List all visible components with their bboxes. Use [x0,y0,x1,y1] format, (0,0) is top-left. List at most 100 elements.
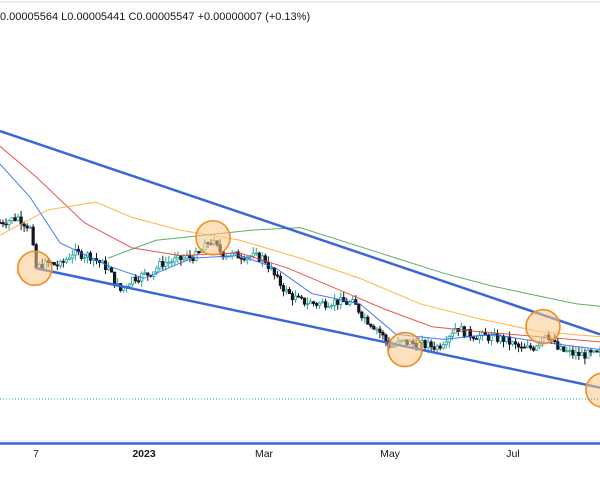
x-tick-label: 7 [33,448,39,460]
channel-lower-line [35,267,600,389]
candle-body [79,251,84,259]
candle-body [345,301,349,305]
candle-body [471,336,475,339]
candle-body [260,255,264,262]
candle-body [327,306,331,309]
candle-body [589,349,593,353]
candle-body [577,351,581,356]
candle-body [372,325,376,330]
candle-body [155,267,159,273]
candle-body [489,334,494,341]
candle-body [25,225,29,229]
candle-body [474,338,478,340]
x-tick-label: Mar [255,448,274,460]
candle-body [293,295,298,301]
candle-body [495,333,500,342]
candle-body [423,340,427,348]
candle-body [342,297,346,303]
candle-body [302,297,307,305]
candle-body [354,299,358,305]
candle-body [281,285,286,292]
candle-body [55,264,59,267]
candle-body [194,251,198,261]
candle-body [131,276,135,285]
candle-body [236,251,240,259]
candle-body [559,346,563,350]
candle-body [251,252,255,257]
candle-body [366,316,370,325]
candle-body [438,345,442,349]
candle-body [272,267,276,276]
candle-body [556,341,560,350]
candle-body [375,328,379,331]
x-tick-label: May [380,448,401,460]
candle-body [357,304,361,313]
candle-body [70,254,74,259]
candle-body [523,346,527,349]
highlight-circle-1 [16,250,53,287]
candle-body [58,260,62,267]
candle-body [164,261,168,267]
candle-body [284,289,289,292]
candle-body [299,296,304,299]
candle-body [529,345,533,349]
candle-body [420,340,424,343]
candle-body [308,301,313,305]
trend-channel[interactable] [0,129,600,445]
candle-body [10,217,14,222]
candle-body [167,261,171,264]
candle-body [290,293,295,301]
touch-highlights[interactable] [16,219,600,408]
candle-body [333,299,337,306]
candle-body [275,274,279,277]
candle-body [19,216,23,225]
candle-body [254,252,258,255]
candle-body [565,350,569,353]
moving-average-line-ma-fast [0,163,600,350]
candle-body [278,275,283,286]
candle-body [574,351,578,356]
candle-body [22,223,26,227]
moving-average-line-ma-slow [0,201,600,338]
highlight-circle-3 [387,331,423,368]
candle-body [16,216,20,222]
candle-body [239,257,243,260]
candle-body [501,335,506,342]
candle-body [13,217,17,222]
candle-body [257,252,261,262]
candle-body [441,344,445,349]
candle-body [1,222,5,225]
candle-body [435,345,439,350]
candle-body [450,332,454,337]
candle-body [242,258,246,261]
candle-body [498,335,503,342]
candle-body [486,334,491,341]
candle-body [82,256,87,259]
candle-body [263,255,267,263]
candle-body [510,341,515,345]
moving-average-line-ma-mid [0,145,600,343]
candle-body [109,267,114,273]
candle-body [52,262,56,266]
candle-body [348,301,352,305]
candle-body [287,289,292,294]
candle-body [7,220,11,225]
candle-body [311,301,316,304]
candle-body [61,260,65,263]
candle-body [182,257,186,261]
candle-body [324,301,328,308]
candle-body [143,272,147,275]
candle-body [535,345,539,351]
candle-body [360,311,364,319]
candle-body [106,267,111,270]
candle-body [526,345,530,348]
candle-body [128,283,132,287]
highlight-circle-2 [195,219,231,256]
candle-body [134,276,138,282]
candle-body [381,331,385,336]
candle-body [64,259,68,263]
x-tick-label: 2023 [132,448,156,460]
candle-body [516,343,521,348]
